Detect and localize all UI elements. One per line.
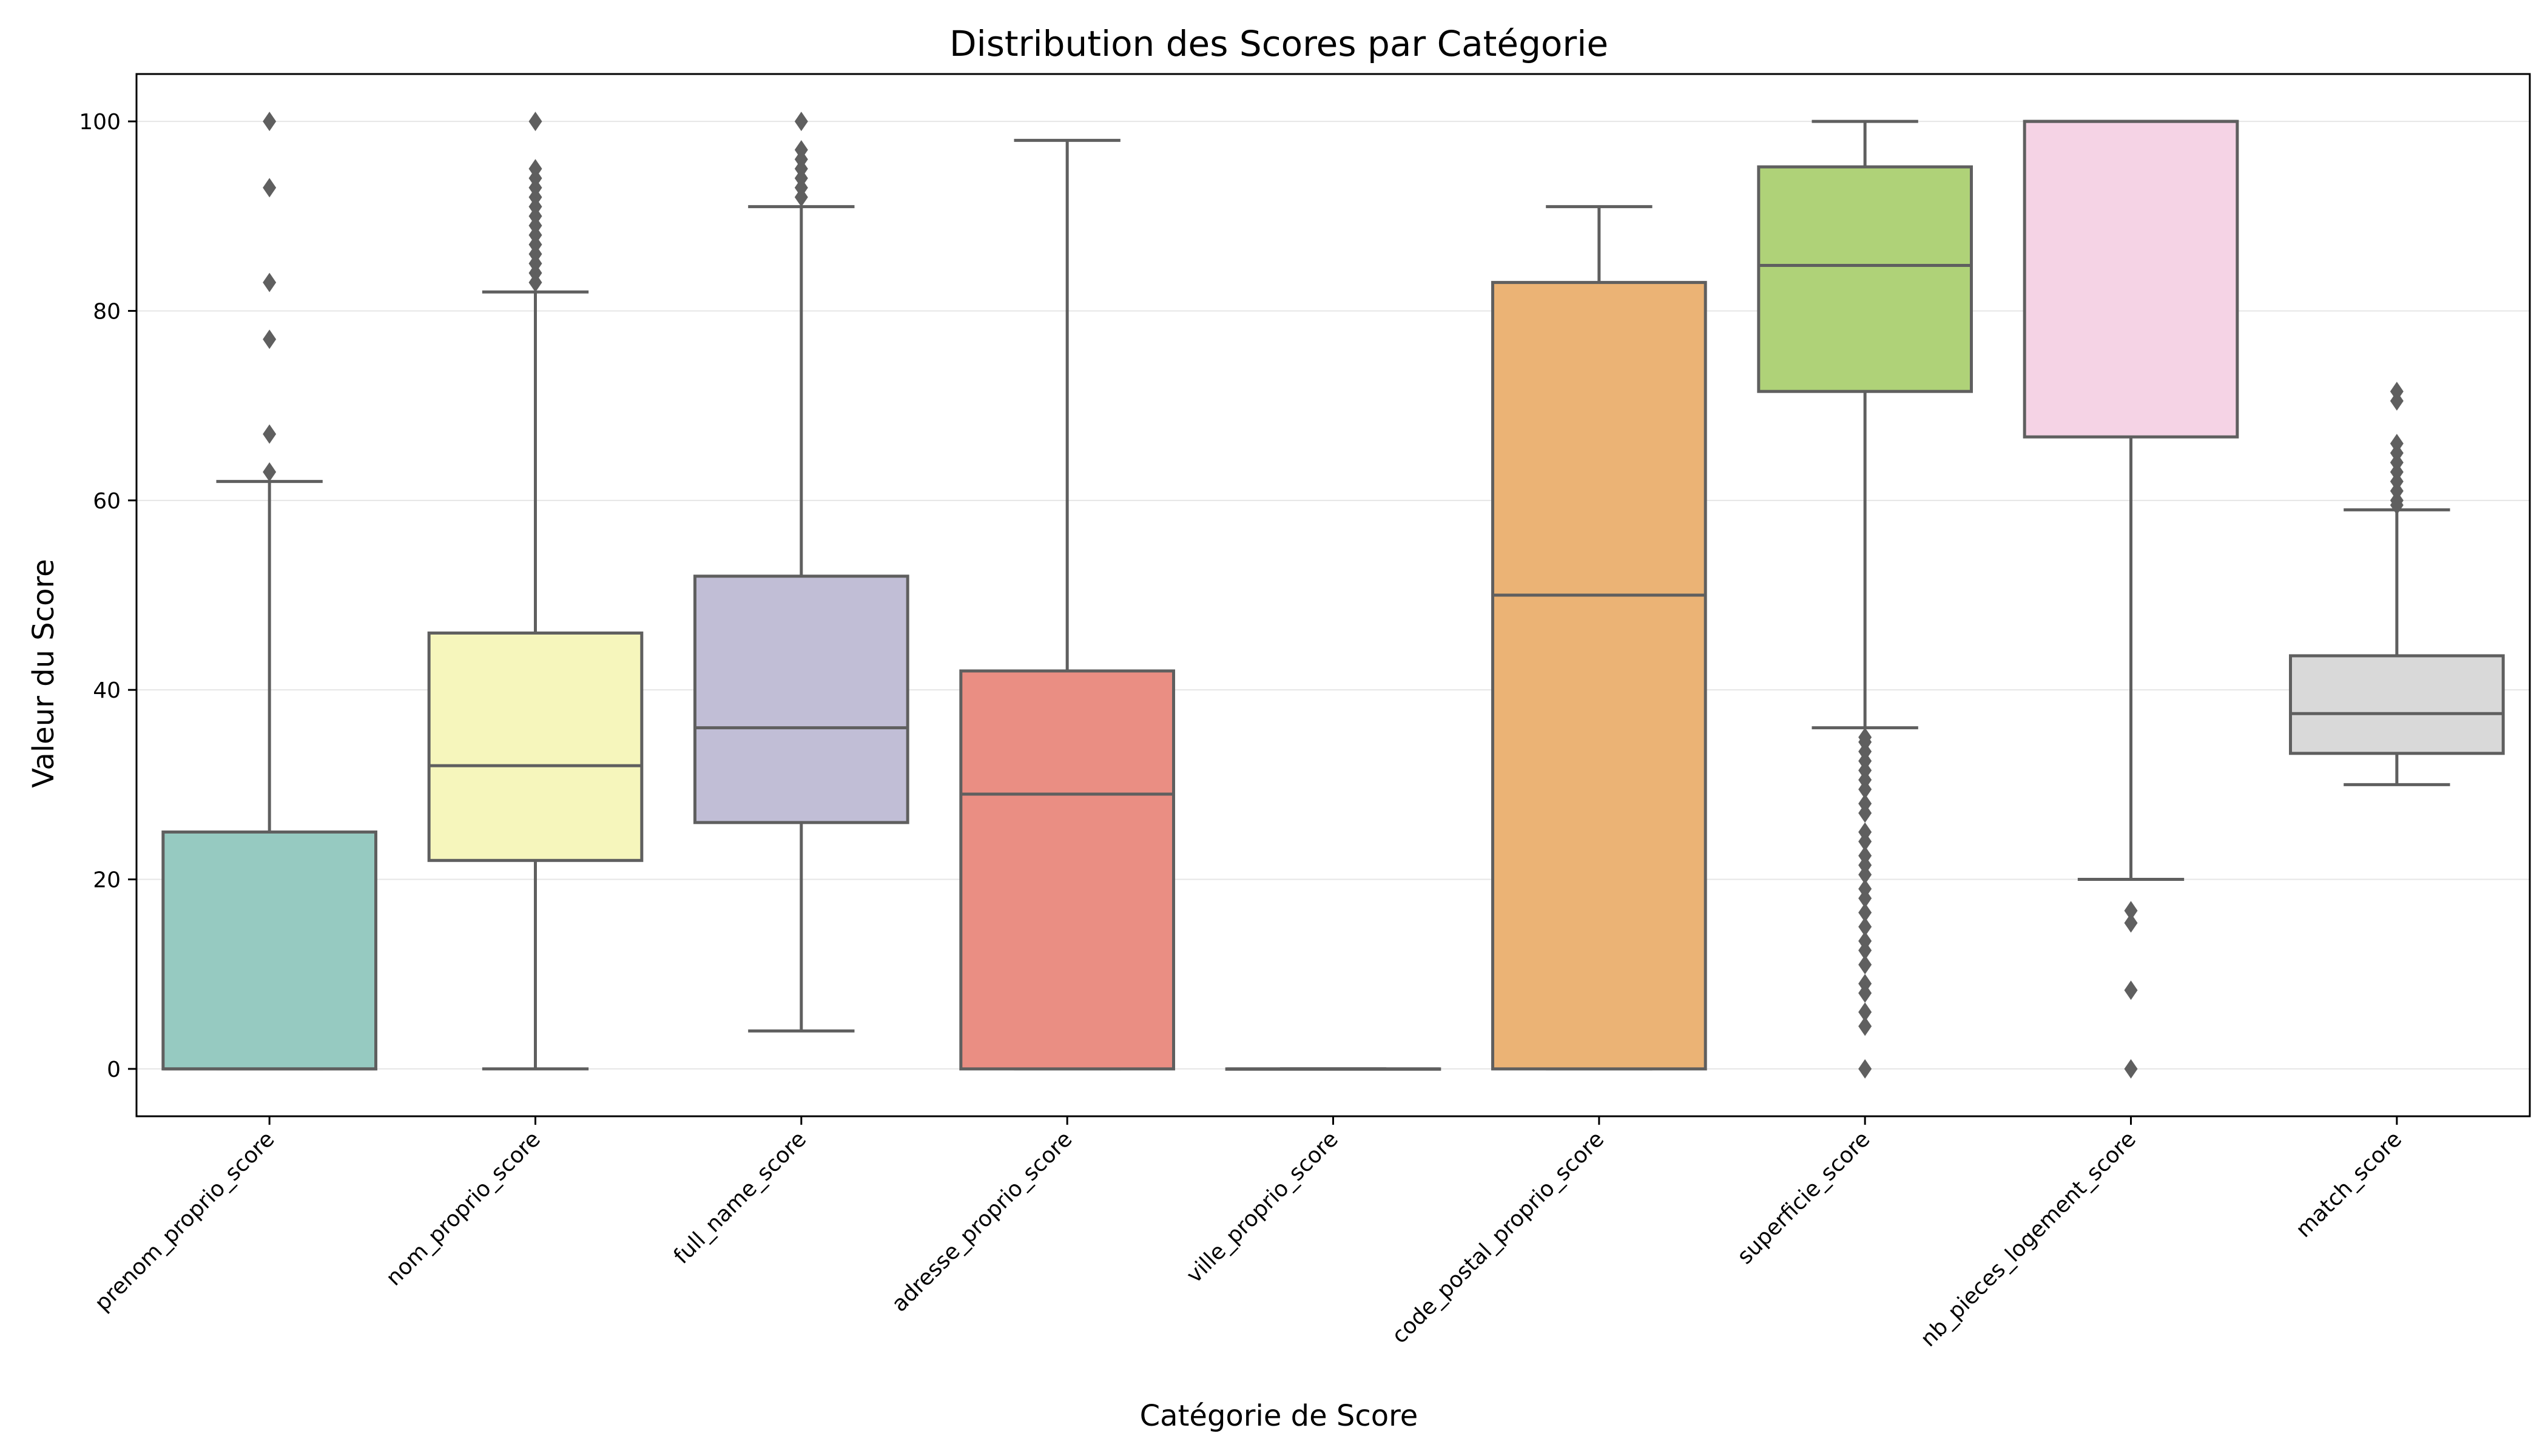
- outlier-point: [2390, 434, 2404, 454]
- iqr-box: [1491, 281, 1707, 1071]
- x-tick-label: full_name_score: [669, 1127, 811, 1269]
- box-prenom_proprio_score: [161, 112, 377, 1071]
- outlier-point: [1858, 794, 1872, 814]
- outlier-point: [263, 424, 277, 444]
- box-ville_proprio_score: [1225, 1067, 1441, 1071]
- outlier-point: [528, 159, 542, 179]
- outlier-point: [2124, 1059, 2138, 1079]
- outlier-point: [1858, 931, 1872, 951]
- box-nb_pieces_logement_score: [2023, 120, 2239, 1079]
- x-axis-title: Catégorie de Score: [1140, 1399, 1418, 1433]
- iqr-box: [161, 830, 377, 1071]
- outlier-point: [2124, 901, 2138, 921]
- outlier-point: [2390, 382, 2404, 402]
- outlier-point: [1858, 955, 1872, 975]
- iqr-box: [693, 575, 909, 824]
- y-tick-label: 60: [93, 489, 121, 514]
- outlier-point: [263, 112, 277, 132]
- y-tick-label: 0: [107, 1057, 121, 1082]
- box-code_postal_proprio_score: [1491, 205, 1707, 1071]
- outlier-point: [1858, 1002, 1872, 1022]
- x-tick-label: nb_pieces_logement_score: [1916, 1127, 2141, 1352]
- outlier-point: [794, 140, 808, 160]
- x-tick-label: code_postal_proprio_score: [1387, 1127, 1609, 1349]
- outlier-point: [1858, 1016, 1872, 1036]
- outlier-point: [1858, 879, 1872, 899]
- y-tick-label: 20: [93, 868, 121, 893]
- box-nom_proprio_score: [427, 112, 644, 1071]
- outlier-point: [1858, 822, 1872, 842]
- x-tick-label: adresse_proprio_score: [887, 1127, 1077, 1316]
- x-tick-label: prenom_proprio_score: [90, 1127, 280, 1316]
- outlier-point: [263, 329, 277, 349]
- iqr-box: [1757, 165, 1973, 393]
- chart-title: Distribution des Scores par Catégorie: [949, 23, 1608, 64]
- outlier-point: [263, 178, 277, 198]
- box-superficie_score: [1757, 120, 1973, 1079]
- iqr-box: [2289, 654, 2505, 755]
- box-full_name_score: [693, 112, 909, 1033]
- y-tick-label: 40: [93, 678, 121, 703]
- y-tick-label: 80: [93, 299, 121, 324]
- x-tick-label: ville_proprio_score: [1182, 1127, 1343, 1288]
- x-tick-label: nom_proprio_score: [382, 1127, 545, 1290]
- outlier-point: [263, 272, 277, 292]
- box-match_score: [2289, 382, 2505, 786]
- outlier-point: [2124, 980, 2138, 1000]
- iqr-box: [427, 631, 644, 862]
- x-tick-label: match_score: [2291, 1127, 2407, 1242]
- outlier-point: [263, 462, 277, 482]
- box-series: [161, 112, 2505, 1079]
- y-axis-title: Valeur du Score: [27, 559, 61, 787]
- x-tick-label: superficie_score: [1733, 1127, 1875, 1269]
- outlier-point: [528, 112, 542, 132]
- outlier-point: [1858, 846, 1872, 866]
- outlier-point: [1858, 1059, 1872, 1079]
- iqr-box: [959, 669, 1176, 1071]
- outlier-point: [1858, 903, 1872, 923]
- y-tick-label: 100: [79, 110, 121, 135]
- outlier-point: [2124, 913, 2138, 933]
- box-adresse_proprio_score: [959, 138, 1176, 1071]
- outlier-point: [794, 112, 808, 132]
- iqr-box: [2023, 120, 2239, 439]
- outlier-point: [1858, 917, 1872, 937]
- outlier-point: [1858, 974, 1872, 994]
- outlier-point: [1858, 727, 1872, 747]
